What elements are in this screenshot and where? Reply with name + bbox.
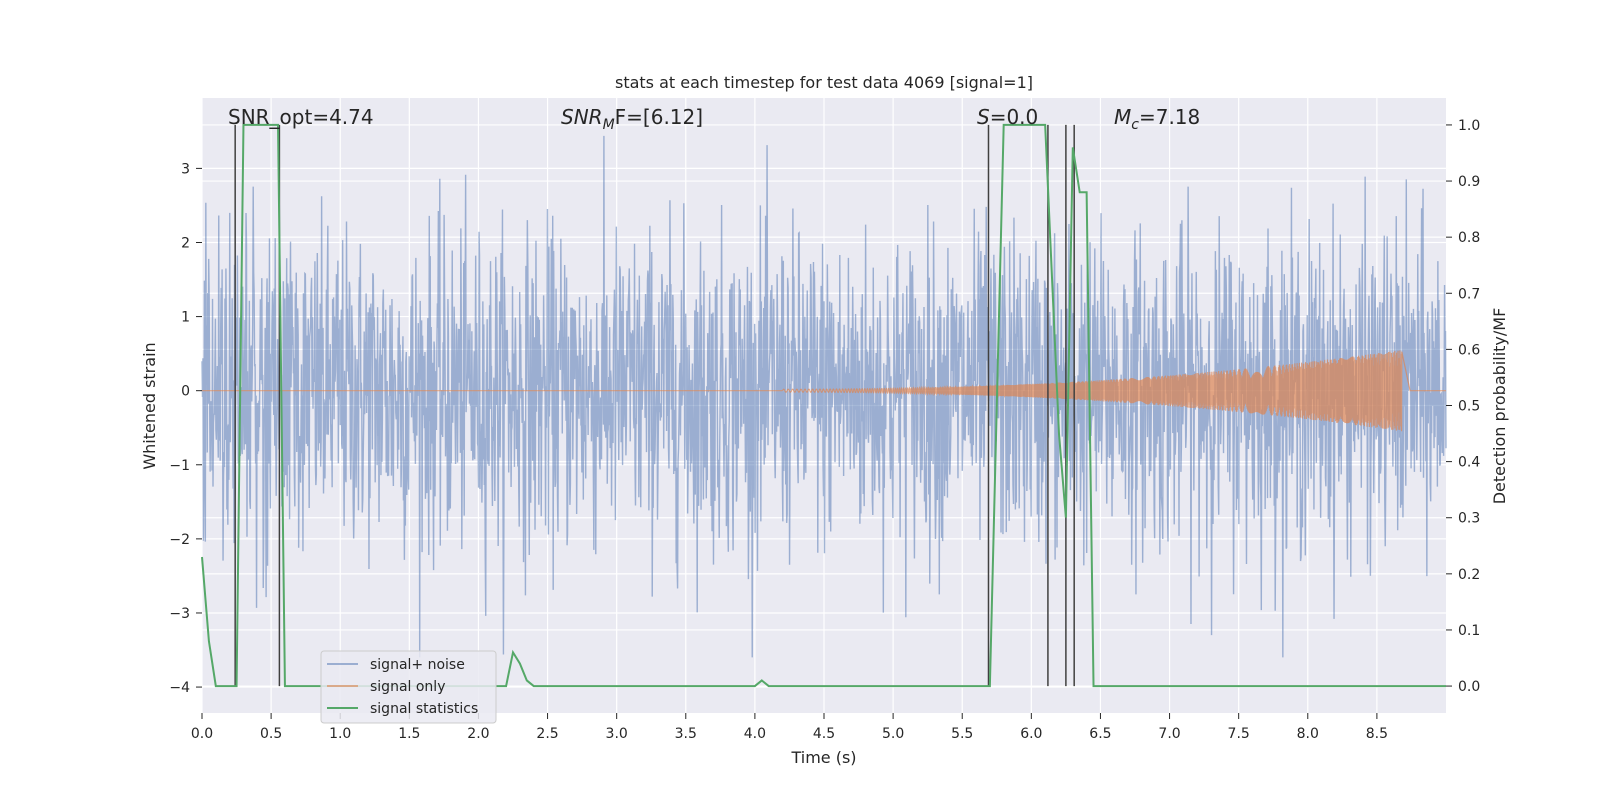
x-tick-label: 5.5 xyxy=(951,726,973,742)
y2-tick-label: 1.0 xyxy=(1458,118,1480,134)
y2-tick-label: 0.1 xyxy=(1458,623,1480,639)
y-tick-label: −4 xyxy=(169,680,190,696)
x-ticks: 0.0 0.5 1.0 1.5 2.0 2.5 3.0 3.5 4.0 4.5 5.0 5.5 6.0 6… xyxy=(191,713,1388,742)
x-tick-label: 4.5 xyxy=(813,726,835,742)
chart-title: stats at each timestep for test data 406… xyxy=(615,73,1033,92)
x-tick-label: 2.5 xyxy=(536,726,558,742)
y-ticks: −4 −3 −2 −1 0 1 2 3 xyxy=(169,161,202,696)
y2-tick-label: 0.3 xyxy=(1458,511,1480,527)
y2-tick-label: 0.6 xyxy=(1458,342,1480,358)
y-tick-label: 3 xyxy=(181,161,190,177)
signal-only-series xyxy=(202,350,1446,432)
y2-ticks: 0.0 0.1 0.2 0.3 0.4 0.5 0.6 0.7 0.8 0.9 1.0 xyxy=(1446,118,1480,695)
y-tick-label: 0 xyxy=(181,384,190,400)
y2-tick-label: 0.9 xyxy=(1458,174,1480,190)
annotation-snr-opt: SNR_opt=4.74 xyxy=(228,105,374,129)
mc-subscript: c xyxy=(1131,117,1139,133)
legend-box xyxy=(320,650,497,724)
y-tick-label: 2 xyxy=(181,235,190,251)
snr-mf-tail: F=[6.12] xyxy=(615,105,703,129)
x-tick-label: 7.5 xyxy=(1228,726,1250,742)
x-tick-label: 6.5 xyxy=(1089,726,1111,742)
s-symbol: S xyxy=(977,105,990,129)
legend: signal+ noise signal only signal statist… xyxy=(320,650,497,724)
x-tick-label: 8.5 xyxy=(1366,726,1388,742)
noise-line xyxy=(201,135,1447,658)
annotation-s: S=0.0 xyxy=(977,105,1038,129)
stats-line xyxy=(201,123,1446,688)
signal-line xyxy=(202,350,1446,432)
mc-symbol: M xyxy=(1114,105,1131,129)
y-tick-label: −2 xyxy=(169,532,190,548)
x-tick-label: 2.0 xyxy=(467,726,489,742)
y-tick-label: −1 xyxy=(169,458,190,474)
snr-mf-subscript: M xyxy=(603,117,615,133)
legend-label-noise: signal+ noise xyxy=(370,657,465,673)
x-tick-label: 7.0 xyxy=(1158,726,1180,742)
x-axis-label: Time (s) xyxy=(790,748,856,767)
y2-tick-label: 0.2 xyxy=(1458,567,1480,583)
legend-label-signal: signal only xyxy=(370,679,445,695)
x-tick-label: 8.0 xyxy=(1297,726,1319,742)
x-tick-label: 1.5 xyxy=(398,726,420,742)
y2-tick-label: 0.5 xyxy=(1458,399,1480,415)
y2-tick-label: 0.4 xyxy=(1458,455,1480,471)
annotation-snr-mf: SNRMF=[6.12] xyxy=(561,105,703,133)
x-tick-label: 1.0 xyxy=(329,726,351,742)
y2-tick-label: 0.7 xyxy=(1458,286,1480,302)
x-tick-label: 0.0 xyxy=(191,726,213,742)
mc-tail: =7.18 xyxy=(1139,105,1200,129)
x-tick-label: 0.5 xyxy=(260,726,282,742)
y-tick-label: −3 xyxy=(169,606,190,622)
y-axis-label: Whitened strain xyxy=(140,342,159,469)
x-tick-label: 5.0 xyxy=(882,726,904,742)
signal-plus-noise-series xyxy=(201,135,1447,658)
y2-tick-label: 0.0 xyxy=(1458,679,1480,695)
s-tail: =0.0 xyxy=(990,105,1039,129)
y2-axis-label: Detection probability/MF xyxy=(1490,308,1509,505)
y-tick-label: 1 xyxy=(181,310,190,326)
marker-vlines xyxy=(234,124,1075,687)
x-tick-label: 4.0 xyxy=(744,726,766,742)
annotation-mc: Mc=7.18 xyxy=(1114,105,1200,133)
x-tick-label: 3.0 xyxy=(606,726,628,742)
x-tick-label: 3.5 xyxy=(675,726,697,742)
snr-mf-symbol: SNR xyxy=(561,105,603,129)
x-tick-label: 6.0 xyxy=(1020,726,1042,742)
signal-statistics-series xyxy=(201,123,1446,688)
y2-tick-label: 0.8 xyxy=(1458,230,1480,246)
legend-label-stats: signal statistics xyxy=(370,701,478,717)
